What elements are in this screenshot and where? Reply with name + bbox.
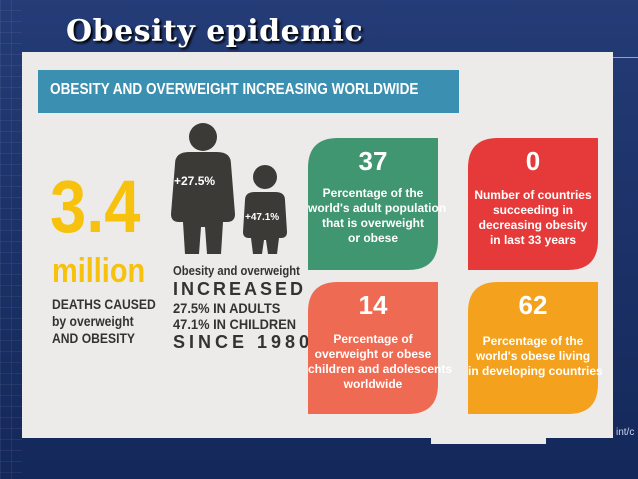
deaths-line-1: DEATHS CAUSED — [52, 297, 156, 312]
deaths-unit: million — [52, 252, 146, 290]
stat-line: Percentage of the — [322, 186, 424, 200]
stat-card-developing: 62 Percentage of the world's obese livin… — [468, 282, 603, 414]
stat-line: in last 33 years — [489, 233, 577, 247]
increase-line-5: SINCE 1980 — [173, 332, 314, 352]
slide-left-strip — [0, 0, 22, 479]
stat-line: Number of countries — [474, 188, 592, 202]
stat-description: Percentage of the world's adult populati… — [308, 186, 447, 246]
stat-card-adult-overweight: 37 Percentage of the world's adult popul… — [308, 138, 447, 270]
adult-child-figures-icon — [171, 123, 287, 254]
url-fragment: int/c — [616, 427, 635, 438]
banner-text: OBESITY AND OVERWEIGHT INCREASING WORLDW… — [50, 81, 419, 98]
increase-line-4: 47.1% IN CHILDREN — [173, 316, 297, 332]
leaf-shape-icon — [468, 282, 598, 414]
leaf-shape-icon — [468, 138, 598, 270]
stat-line: world's adult population — [308, 201, 447, 215]
stat-line: children and adolescents — [308, 362, 453, 376]
stat-line: overweight or obese — [314, 347, 432, 361]
stat-line: decreasing obesity — [478, 218, 588, 232]
stat-value: 37 — [358, 146, 388, 176]
stat-description: Percentage of the world's obese living i… — [468, 334, 603, 379]
leaf-shape-icon — [308, 138, 438, 270]
stat-description: Percentage of overweight or obese childr… — [308, 332, 453, 392]
deaths-line-3: AND OBESITY — [52, 331, 136, 346]
stat-line: worldwide — [343, 377, 403, 391]
stat-line: that is overweight — [321, 216, 425, 230]
stat-value: 14 — [358, 290, 388, 320]
adult-pct-label: +27.5% — [174, 174, 216, 188]
stat-line: succeeding in — [492, 203, 574, 217]
increase-line-2: INCREASED — [173, 279, 307, 299]
stat-value: 62 — [518, 290, 548, 320]
stat-value: 0 — [525, 146, 541, 176]
deaths-caption: DEATHS CAUSED by overweight AND OBESITY — [52, 296, 156, 347]
slide-title: Obesity epidemic — [66, 14, 364, 49]
deaths-number: 3.4 — [50, 165, 141, 248]
stat-description: Number of countries succeeding in decrea… — [468, 188, 598, 248]
panel-bottom-tab — [431, 438, 546, 444]
stat-line: Percentage of the — [482, 334, 584, 348]
stat-line: in developing countries — [468, 364, 603, 378]
child-pct-label: +47.1% — [245, 212, 280, 223]
increase-caption: Obesity and overweight INCREASED 27.5% I… — [173, 264, 314, 353]
increase-line-1: Obesity and overweight — [173, 264, 300, 278]
stat-line: or obese — [347, 231, 398, 245]
stat-line: world's obese living — [475, 349, 591, 363]
infographic-banner: OBESITY AND OVERWEIGHT INCREASING WORLDW… — [38, 70, 459, 113]
leaf-shape-icon — [308, 282, 438, 414]
deaths-line-2: by overweight — [52, 314, 134, 329]
stat-card-children: 14 Percentage of overweight or obese chi… — [308, 282, 453, 414]
increase-line-3: 27.5% IN ADULTS — [173, 300, 281, 316]
stat-line: Percentage of — [333, 332, 413, 346]
stat-card-countries: 0 Number of countries succeeding in decr… — [468, 138, 598, 270]
